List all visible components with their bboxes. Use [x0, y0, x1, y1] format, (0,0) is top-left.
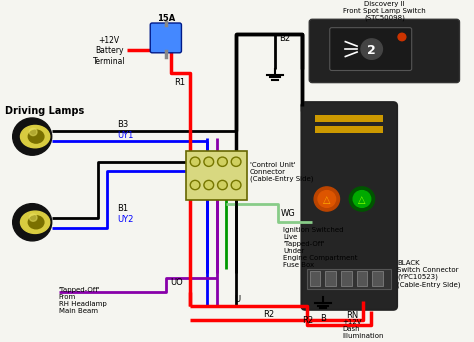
- Circle shape: [318, 190, 336, 207]
- Circle shape: [398, 33, 406, 41]
- FancyBboxPatch shape: [315, 115, 383, 122]
- Text: R2: R2: [264, 310, 274, 319]
- Circle shape: [191, 182, 199, 188]
- Circle shape: [13, 203, 52, 241]
- FancyBboxPatch shape: [186, 152, 247, 200]
- Text: B2: B2: [279, 34, 290, 43]
- Circle shape: [231, 180, 241, 190]
- Text: △: △: [358, 195, 365, 205]
- FancyBboxPatch shape: [309, 19, 459, 83]
- Circle shape: [361, 39, 383, 59]
- FancyBboxPatch shape: [315, 126, 383, 133]
- Ellipse shape: [28, 216, 44, 229]
- Ellipse shape: [20, 211, 50, 234]
- Circle shape: [190, 157, 200, 167]
- Text: UO: UO: [171, 278, 183, 287]
- Ellipse shape: [20, 126, 50, 148]
- Circle shape: [233, 158, 239, 165]
- Text: Discovery II
Front Spot Lamp Switch
(STC50098): Discovery II Front Spot Lamp Switch (STC…: [343, 1, 426, 21]
- Text: RN: RN: [346, 311, 358, 320]
- Circle shape: [29, 128, 37, 136]
- FancyBboxPatch shape: [330, 28, 412, 70]
- FancyBboxPatch shape: [372, 271, 383, 286]
- Circle shape: [231, 157, 241, 167]
- FancyBboxPatch shape: [310, 271, 320, 286]
- Circle shape: [205, 158, 212, 165]
- FancyBboxPatch shape: [307, 269, 391, 289]
- Text: 2: 2: [367, 43, 376, 56]
- Text: +12V
Dash
Illumination: +12V Dash Illumination: [342, 319, 384, 339]
- Circle shape: [314, 187, 339, 211]
- Circle shape: [190, 180, 200, 190]
- Text: Driving Lamps: Driving Lamps: [5, 106, 84, 116]
- Circle shape: [13, 118, 52, 155]
- Text: Ignition Switched
Live
'Tapped-Off'
Under
Engine Compartment
Fuse Box: Ignition Switched Live 'Tapped-Off' Unde…: [283, 227, 357, 268]
- Text: U: U: [234, 295, 240, 304]
- Text: B: B: [320, 314, 326, 323]
- Circle shape: [218, 157, 228, 167]
- Text: UY1: UY1: [117, 131, 134, 140]
- FancyBboxPatch shape: [325, 271, 336, 286]
- Text: +12V
Battery
Terminal: +12V Battery Terminal: [93, 36, 126, 66]
- Circle shape: [349, 187, 374, 211]
- Circle shape: [29, 214, 37, 221]
- Circle shape: [191, 158, 199, 165]
- FancyBboxPatch shape: [356, 271, 367, 286]
- Circle shape: [218, 180, 228, 190]
- Text: 'Control Unit'
Connector
(Cable-Entry Side): 'Control Unit' Connector (Cable-Entry Si…: [250, 162, 313, 182]
- FancyBboxPatch shape: [301, 102, 397, 310]
- Circle shape: [204, 180, 214, 190]
- Ellipse shape: [28, 130, 44, 143]
- Circle shape: [219, 158, 226, 165]
- FancyBboxPatch shape: [341, 271, 352, 286]
- Text: △: △: [323, 195, 330, 205]
- Text: R1: R1: [173, 78, 185, 87]
- Text: UY2: UY2: [117, 215, 134, 224]
- Circle shape: [205, 182, 212, 188]
- Text: B1: B1: [117, 204, 128, 213]
- Circle shape: [219, 182, 226, 188]
- Circle shape: [233, 182, 239, 188]
- Text: 'Tapped-Off'
From
RH Headlamp
Main Beam: 'Tapped-Off' From RH Headlamp Main Beam: [58, 287, 106, 314]
- FancyBboxPatch shape: [150, 23, 182, 53]
- Text: BLACK
Switch Connector
(YPC10523)
(Cable-Entry Side): BLACK Switch Connector (YPC10523) (Cable…: [397, 260, 461, 288]
- Text: WG: WG: [281, 209, 296, 218]
- Text: B3: B3: [117, 120, 128, 129]
- Text: 15A: 15A: [157, 14, 175, 23]
- Circle shape: [353, 190, 371, 207]
- Text: R2: R2: [302, 316, 314, 325]
- Circle shape: [204, 157, 214, 167]
